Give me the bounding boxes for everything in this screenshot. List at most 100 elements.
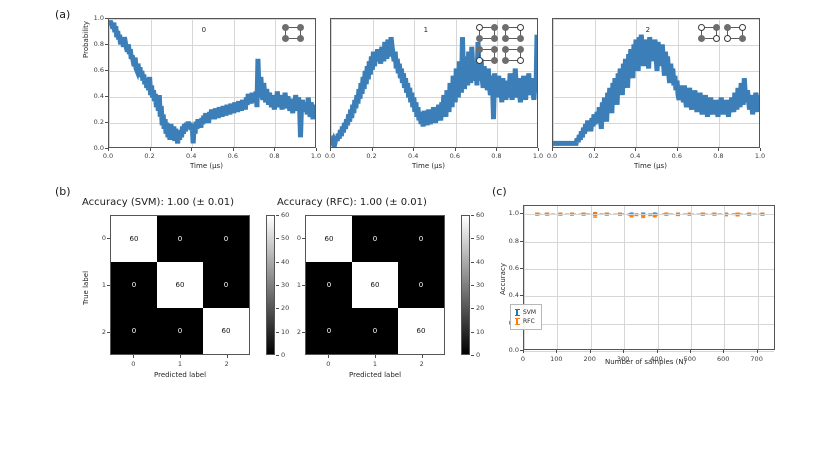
panel-a-xtick-label: 0.0 <box>102 152 114 160</box>
data-point-RFC <box>570 212 574 216</box>
cm-xlabel: Predicted label <box>349 371 402 379</box>
graph-node-bl <box>502 57 509 64</box>
graph-edge <box>519 29 522 36</box>
data-point-RFC <box>604 212 609 216</box>
colorbar-tick-label: 60 <box>476 211 485 219</box>
panel-a-xtick <box>552 148 553 151</box>
confusion-matrix-cell: 0 <box>306 308 352 354</box>
panel-a-ytick-label: 1.0 <box>93 14 104 22</box>
panel-c: (c) 01002003004005006007000.00.20.40.60.… <box>485 180 830 390</box>
confusion-matrix-cell: 60 <box>398 308 444 354</box>
panel-a-xtick <box>496 148 498 151</box>
colorbar-tick <box>471 331 474 333</box>
graph-glyph <box>500 44 526 66</box>
graph-edge <box>705 26 714 28</box>
panel-a-xtick-label: 0.6 <box>449 152 460 160</box>
graph-edge <box>726 29 729 36</box>
panel-c-xtick-label: 200 <box>583 355 596 363</box>
gridline-h <box>109 45 315 46</box>
colorbar-tick <box>471 285 474 286</box>
gridline-h <box>524 241 774 243</box>
graph-edge <box>705 37 714 39</box>
colorbar-tick-label: 10 <box>476 327 485 336</box>
panel-c-xlabel: Number of samples (N) <box>605 358 687 366</box>
colorbar-tick-label: 20 <box>281 304 290 313</box>
data-point-RFC <box>535 212 540 216</box>
legend-label-SVM: SVM <box>523 309 537 316</box>
gridline-v <box>719 19 721 147</box>
gridline-h <box>553 97 759 98</box>
graph-glyph <box>280 22 306 44</box>
graph-node-tl <box>698 24 705 31</box>
graph-edge <box>493 51 496 58</box>
panel-a-xtick-label: 0.2 <box>144 152 155 160</box>
confusion-matrix-cell: 0 <box>352 308 398 354</box>
data-point-RFC <box>581 212 586 216</box>
colorbar-tick-label: 40 <box>476 257 485 266</box>
confusion-matrix-cell: 60 <box>203 308 249 354</box>
colorbar <box>461 215 470 355</box>
gridline-h <box>331 19 537 20</box>
confusion-matrix-cell: 0 <box>352 216 398 262</box>
confusion-matrix-cell: 0 <box>157 308 203 354</box>
gridline-v <box>724 206 726 349</box>
panel-a-ytick <box>105 96 108 97</box>
panel-a-xtick-label: 1.0 <box>310 152 322 160</box>
panel-a-ytick <box>105 70 108 71</box>
graph-node-br <box>739 35 746 42</box>
confusion-matrix-cell: 0 <box>306 262 352 308</box>
gridline-h <box>524 268 774 270</box>
confusion-matrix: 60 0 0 0 60 0 0 0 60 <box>110 215 250 355</box>
graph-edge <box>289 26 298 28</box>
confusion-matrix-cell: 0 <box>203 262 249 308</box>
panel-a-xtick-label: 0.2 <box>588 152 599 160</box>
panel-b-label: (b) <box>55 185 71 198</box>
colorbar-tick-label: 30 <box>281 281 290 289</box>
confusion-matrix-cell: 0 <box>203 216 249 262</box>
gridline-v <box>590 206 592 349</box>
graph-node-tl <box>476 46 483 53</box>
panel-a-xtick <box>108 148 109 151</box>
gridline-v <box>624 206 626 349</box>
legend-marker-SVM <box>514 309 520 316</box>
panel-a-xtick <box>676 148 678 151</box>
panel-a-xtick <box>718 148 720 151</box>
cm-ytick-label: 1 <box>296 281 301 289</box>
graph-edge <box>509 59 518 61</box>
panel-a-xtick-label: 0.6 <box>227 152 238 160</box>
data-point-RFC <box>558 212 563 216</box>
legend-marker-RFC <box>514 318 520 325</box>
graph-node-br <box>491 57 498 64</box>
graph-glyph <box>696 22 722 44</box>
data-point-RFC <box>545 212 550 216</box>
confusion-matrix: 60 0 0 0 60 0 0 0 60 <box>305 215 445 355</box>
panel-c-ytick <box>520 295 523 297</box>
graph-node-br <box>491 35 498 42</box>
gridline-v <box>192 19 194 147</box>
colorbar-tick-label: 50 <box>476 234 485 243</box>
gridline-h <box>553 123 759 124</box>
panel-a-xtick-label: 0.4 <box>408 152 419 160</box>
graph-edge <box>509 37 518 39</box>
cm-xtick <box>133 355 135 358</box>
panel-c-ytick-label: 1.0 <box>508 209 519 218</box>
cm-ytick-label: 2 <box>296 327 301 336</box>
legend-row-SVM: SVM <box>514 308 537 317</box>
graph-node-br <box>297 35 304 42</box>
confusion-matrix-title: Accuracy (SVM): 1.00 (± 0.01) <box>82 197 235 208</box>
panel-a-xtick <box>274 148 276 151</box>
gridline-v <box>109 19 110 147</box>
cm-ytick <box>302 285 305 286</box>
data-point-RFC <box>747 212 752 216</box>
panel-c-xtick-label: 700 <box>750 355 763 363</box>
panel-a-xtick <box>316 148 317 151</box>
panel-c-xtick <box>623 350 625 353</box>
gridline-h <box>109 71 315 72</box>
panel-b: (b) Accuracy (SVM): 1.00 (± 0.01) 60 0 0 0 60… <box>0 180 500 390</box>
graph-edge <box>509 48 518 50</box>
legend-row-RFC: RFC <box>514 317 536 326</box>
colorbar-tick <box>471 355 474 356</box>
panel-c-ytick <box>520 267 523 269</box>
graph-edge <box>519 51 522 58</box>
panel-a-xtick <box>454 148 456 151</box>
